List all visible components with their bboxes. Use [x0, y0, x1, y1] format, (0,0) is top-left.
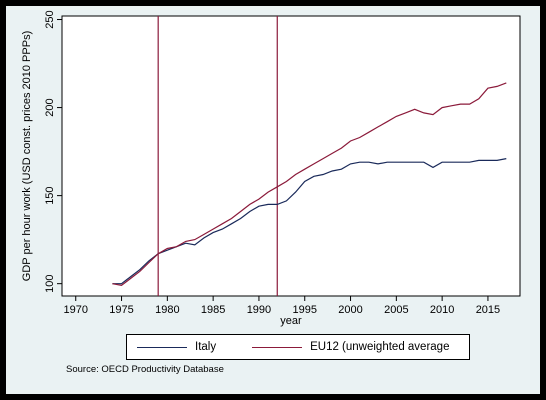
- x-tick-label: 1975: [109, 304, 133, 316]
- x-tick-label: 1995: [292, 304, 316, 316]
- chart-frame: 1970 1975 1980 1985 1990 1995 2000 2005 2010 2015…: [6, 6, 540, 394]
- legend-label-italy: Italy: [195, 341, 217, 353]
- legend-swatch-italy: [137, 346, 187, 348]
- source-note: Source: OECD Productivity Database: [66, 364, 224, 375]
- legend-label-eu12: EU12 (unweighted average: [310, 341, 450, 353]
- legend: Italy EU12 (unweighted average: [126, 334, 470, 360]
- y-tick-label: 100: [44, 274, 56, 292]
- x-axis-title: year: [280, 315, 302, 327]
- plot-area: [61, 15, 521, 297]
- x-tick-label: 2010: [430, 304, 454, 316]
- x-tick-label: 1980: [155, 304, 179, 316]
- x-tick-label: 1970: [63, 304, 87, 316]
- y-tick-label: 200: [44, 98, 56, 116]
- x-tick-label: 2015: [476, 304, 500, 316]
- y-tick-label: 150: [44, 186, 56, 204]
- x-tick-label: 1990: [247, 304, 271, 316]
- x-tick-label: 1985: [201, 304, 225, 316]
- legend-item-italy: Italy: [127, 341, 216, 353]
- x-tick-label: 2005: [384, 304, 408, 316]
- y-tick-label: 250: [44, 10, 56, 28]
- series-line-eu12: [112, 82, 507, 287]
- legend-swatch-eu12: [252, 346, 303, 348]
- line-chart: 1970 1975 1980 1985 1990 1995 2000 2005 2010 2015…: [21, 10, 521, 327]
- y-axis-title: GDP per hour work (USD const. prices 201…: [21, 31, 33, 281]
- legend-item-eu12: EU12 (unweighted average: [242, 341, 449, 353]
- x-tick-label: 2000: [338, 304, 362, 316]
